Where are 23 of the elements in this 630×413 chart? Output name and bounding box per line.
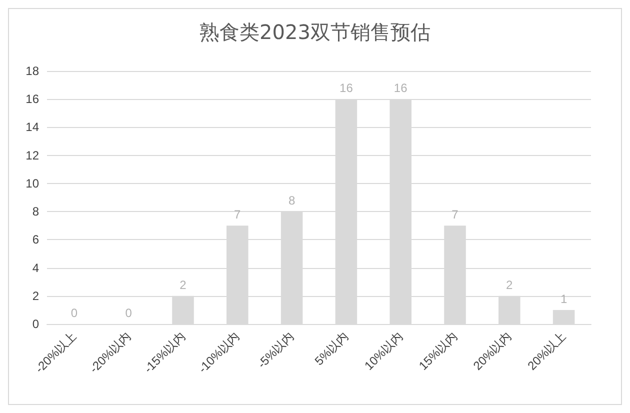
y-tick-label: 8 <box>32 204 40 219</box>
y-tick-label: 10 <box>26 176 40 190</box>
x-tick-label: -5%以内 <box>254 329 297 371</box>
data-label: 2 <box>506 278 514 292</box>
data-label: 1 <box>560 292 568 306</box>
y-tick-label: 4 <box>32 260 40 275</box>
data-label: 7 <box>452 208 459 222</box>
data-label: 7 <box>234 208 242 222</box>
y-tick-label: 2 <box>32 288 40 303</box>
data-label: 0 <box>125 306 132 320</box>
data-label: 2 <box>180 278 187 292</box>
y-tick-label: 18 <box>26 64 40 78</box>
x-tick-label: 5%以内 <box>312 329 352 368</box>
y-tick-label: 12 <box>26 148 40 162</box>
data-label: 0 <box>70 306 78 320</box>
y-tick-label: 0 <box>32 317 40 331</box>
y-tick-label: 14 <box>26 120 40 134</box>
chart-title: 熟食类2023双节销售预估 <box>200 20 430 44</box>
y-tick-label: 6 <box>32 232 40 247</box>
data-label: 16 <box>340 81 354 96</box>
y-tick-label: 16 <box>26 92 40 106</box>
data-label: 8 <box>288 194 296 208</box>
data-label: 16 <box>394 81 408 96</box>
